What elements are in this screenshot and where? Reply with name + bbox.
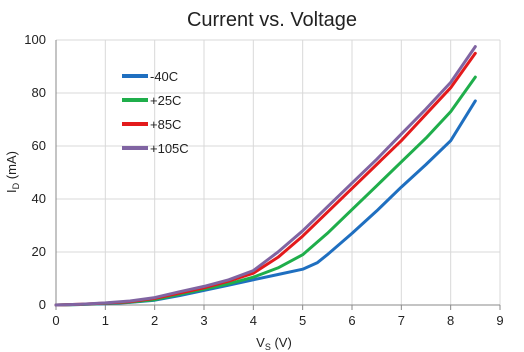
x-axis-label-main: V — [256, 335, 265, 350]
x-tick-label: 0 — [52, 313, 59, 328]
y-tick-label: 60 — [32, 138, 46, 153]
tick-layer: 0 20 40 60 80 100 0 1 2 3 4 5 6 7 8 9 — [24, 32, 503, 328]
x-axis-label-sub: S — [265, 342, 271, 352]
y-tick-label: 20 — [32, 244, 46, 259]
series-line-2 — [54, 51, 477, 307]
x-tick-label: 9 — [496, 313, 503, 328]
x-tick-label: 6 — [348, 313, 355, 328]
x-tick-label: 7 — [398, 313, 405, 328]
x-axis-label-unit: (V) — [271, 335, 292, 350]
chart-title: Current vs. Voltage — [187, 9, 357, 31]
axis-layer — [55, 40, 501, 310]
legend-label-0: -40C — [150, 69, 178, 84]
x-axis-label: VS (V) — [256, 335, 292, 352]
y-axis-label-unit: (mA) — [4, 151, 19, 183]
y-axis-label-sub: D — [11, 182, 21, 189]
y-axis-label: ID (mA) — [4, 151, 21, 193]
legend-label-2: +85C — [150, 117, 181, 132]
series-line-0 — [54, 99, 477, 307]
series-line-3 — [54, 45, 477, 307]
series-layer — [54, 45, 477, 307]
series-line-1 — [54, 75, 477, 307]
y-axis-label-main: I — [4, 189, 19, 193]
y-tick-label: 100 — [24, 32, 46, 47]
x-tick-label: 2 — [151, 313, 158, 328]
x-tick-label: 1 — [102, 313, 109, 328]
x-tick-label: 5 — [299, 313, 306, 328]
legend-label-3: +105C — [150, 141, 189, 156]
grid-layer — [55, 39, 501, 306]
x-tick-label: 4 — [250, 313, 257, 328]
legend: -40C +25C +85C +105C — [122, 69, 189, 156]
y-tick-label: 40 — [32, 191, 46, 206]
y-tick-label: 80 — [32, 85, 46, 100]
x-tick-label: 8 — [447, 313, 454, 328]
y-tick-label: 0 — [39, 297, 46, 312]
x-tick-label: 3 — [200, 313, 207, 328]
legend-label-1: +25C — [150, 93, 181, 108]
